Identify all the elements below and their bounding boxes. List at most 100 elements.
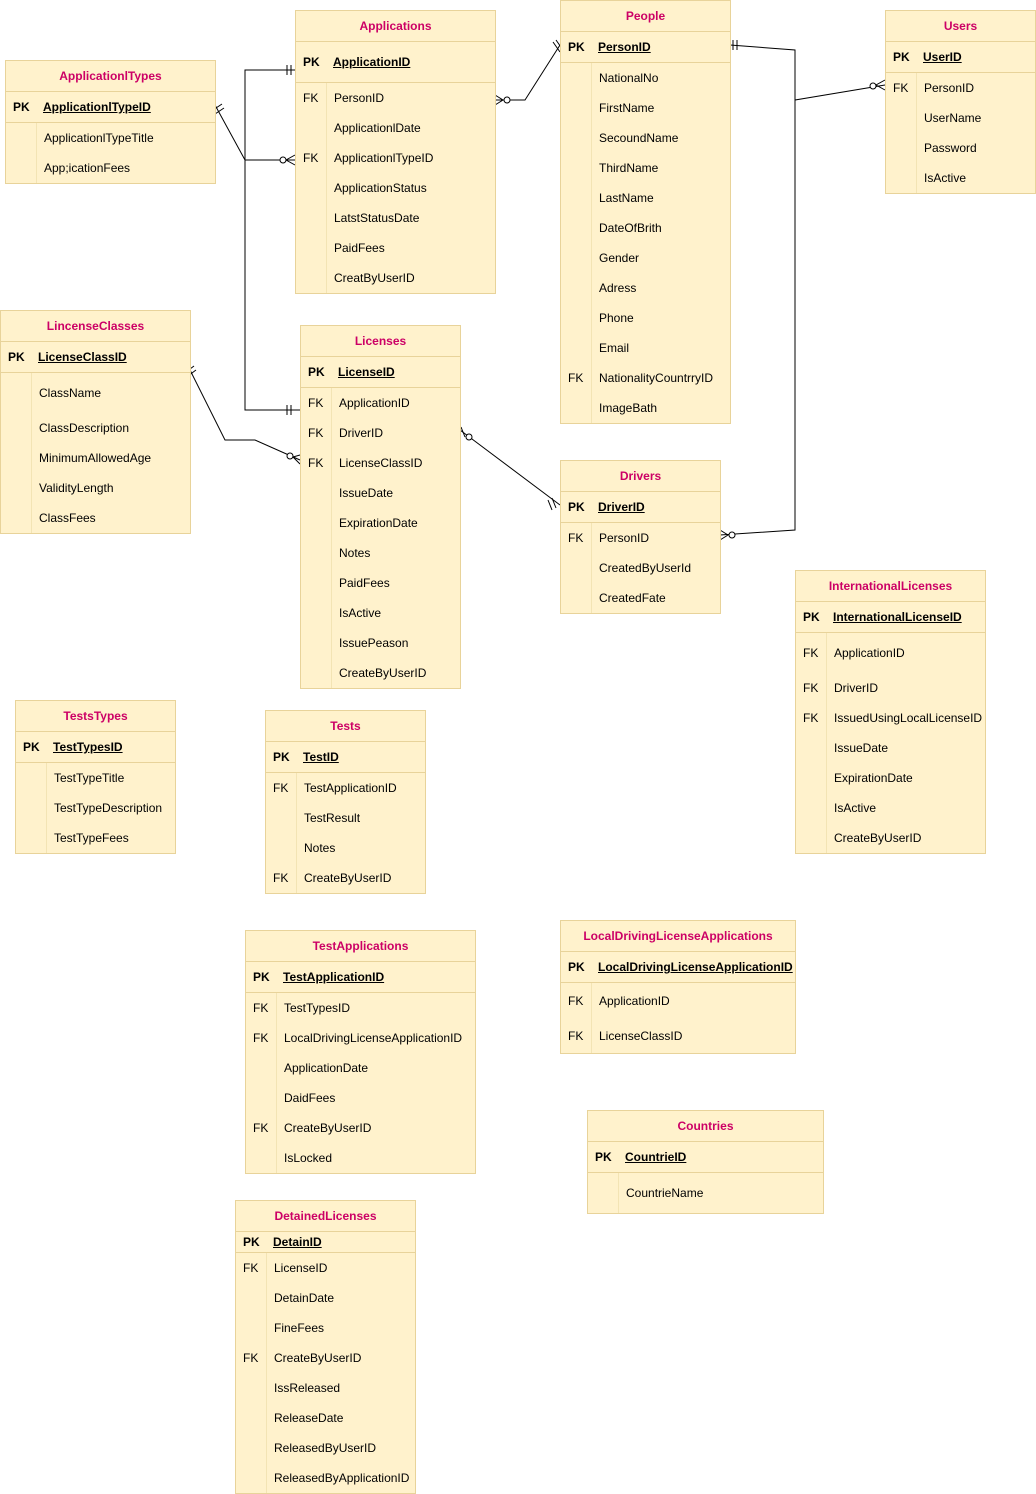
field-row[interactable]: FK ApplicationlTypeID (296, 143, 495, 173)
field-row[interactable]: FK ApplicationID (561, 983, 795, 1018)
field-row[interactable]: FineFees (236, 1313, 415, 1343)
table-applicationtypes[interactable]: ApplicationlTypes PK ApplicationlTypeID App… (5, 60, 216, 184)
field-row[interactable]: TestTypeDescription (16, 793, 175, 823)
field-row[interactable]: ApplicationlDate (296, 113, 495, 143)
field-row[interactable]: FK CreateByUserID (266, 863, 425, 893)
field-row[interactable]: Notes (266, 833, 425, 863)
field-row[interactable]: FirstName (561, 93, 730, 123)
field-row[interactable]: Phone (561, 303, 730, 333)
primary-key-row[interactable]: PK LicenseID (301, 357, 460, 388)
primary-key-row[interactable]: PK LocalDrivingLicenseApplicationID (561, 952, 795, 983)
primary-key-row[interactable]: PK DriverID (561, 492, 720, 523)
field-row[interactable]: UserName (886, 103, 1035, 133)
field-row[interactable]: Email (561, 333, 730, 363)
field-row[interactable]: DaidFees (246, 1083, 475, 1113)
field-row[interactable]: NationalNo (561, 63, 730, 93)
table-countries[interactable]: Countries PK CountrieID CountrieName (587, 1110, 824, 1214)
primary-key-row[interactable]: PK LicenseClassID (1, 342, 190, 373)
field-row[interactable]: IssReleased (236, 1373, 415, 1403)
field-row[interactable]: LatstStatusDate (296, 203, 495, 233)
table-testapplications[interactable]: TestApplications PK TestApplicationID FK Tes… (245, 930, 476, 1174)
table-tests[interactable]: Tests PK TestID FK TestApplicationID TestResu… (265, 710, 426, 894)
table-licenses[interactable]: Licenses PK LicenseID FK ApplicationID FK Driv… (300, 325, 461, 689)
field-row[interactable]: TestResult (266, 803, 425, 833)
field-row[interactable]: MinimumAllowedAge (1, 443, 190, 473)
field-row[interactable]: CreatedFate (561, 583, 720, 613)
field-row[interactable]: CreateByUserID (796, 823, 985, 853)
field-row[interactable]: DateOfBrith (561, 213, 730, 243)
field-row[interactable]: LastName (561, 183, 730, 213)
field-row[interactable]: App;icationFees (6, 153, 215, 183)
field-row[interactable]: ApplicationDate (246, 1053, 475, 1083)
field-row[interactable]: IssuePeason (301, 628, 460, 658)
field-row[interactable]: Notes (301, 538, 460, 568)
field-row[interactable]: TestTypeFees (16, 823, 175, 853)
field-row[interactable]: FK CreateByUserID (246, 1113, 475, 1143)
primary-key-row[interactable]: PK TestTypesID (16, 732, 175, 763)
field-row[interactable]: ClassName (1, 373, 190, 413)
field-row[interactable]: Adress (561, 273, 730, 303)
field-row[interactable]: FK NationalityCountrryID (561, 363, 730, 393)
field-row[interactable]: FK LocalDrivingLicenseApplicationID (246, 1023, 475, 1053)
field-row[interactable]: TestTypeTitle (16, 763, 175, 793)
field-row[interactable]: CountrieName (588, 1173, 823, 1213)
field-row[interactable]: FK LicenseClassID (301, 448, 460, 478)
field-row[interactable]: ClassFees (1, 503, 190, 533)
field-row[interactable]: DetainDate (236, 1283, 415, 1313)
field-row[interactable]: SecoundName (561, 123, 730, 153)
field-row[interactable]: ExpirationDate (796, 763, 985, 793)
field-row[interactable]: ReleasedByApplicationID (236, 1463, 415, 1493)
field-row[interactable]: PaidFees (301, 568, 460, 598)
field-row[interactable]: ThirdName (561, 153, 730, 183)
field-row[interactable]: IssueDate (301, 478, 460, 508)
field-row[interactable]: FK LicenseID (236, 1253, 415, 1283)
primary-key-row[interactable]: PK DetainID (236, 1232, 415, 1253)
field-row[interactable]: ReleaseDate (236, 1403, 415, 1433)
primary-key-row[interactable]: PK CountrieID (588, 1142, 823, 1173)
field-row[interactable]: FK TestApplicationID (266, 773, 425, 803)
field-row[interactable]: FK PersonID (296, 83, 495, 113)
primary-key-row[interactable]: PK InternationalLicenseID (796, 602, 985, 633)
field-row[interactable]: ReleasedByUserID (236, 1433, 415, 1463)
field-row[interactable]: CreatedByUserId (561, 553, 720, 583)
field-row[interactable]: FK IssuedUsingLocalLicenseID (796, 703, 985, 733)
primary-key-row[interactable]: PK TestApplicationID (246, 962, 475, 993)
field-row[interactable]: FK DriverID (301, 418, 460, 448)
field-row[interactable]: FK PersonID (886, 73, 1035, 103)
table-teststypes[interactable]: TestsTypes PK TestTypesID TestTypeTitle Test… (15, 700, 176, 854)
table-people[interactable]: People PK PersonID NationalNo FirstName Secou… (560, 0, 731, 424)
field-row[interactable]: FK PersonID (561, 523, 720, 553)
field-row[interactable]: IssueDate (796, 733, 985, 763)
table-users[interactable]: Users PK UserID FK PersonID UserName Password I… (885, 10, 1036, 194)
field-row[interactable]: CreatByUserID (296, 263, 495, 293)
table-international[interactable]: InternationalLicenses PK InternationalLice… (795, 570, 986, 854)
primary-key-row[interactable]: PK TestID (266, 742, 425, 773)
field-row[interactable]: ImageBath (561, 393, 730, 423)
primary-key-row[interactable]: PK ApplicationlTypeID (6, 92, 215, 123)
field-row[interactable]: FK ApplicationID (301, 388, 460, 418)
field-row[interactable]: CreateByUserID (301, 658, 460, 688)
field-row[interactable]: IsLocked (246, 1143, 475, 1173)
primary-key-row[interactable]: PK PersonID (561, 32, 730, 63)
field-row[interactable]: FK CreateByUserID (236, 1343, 415, 1373)
table-licenseclasses[interactable]: LincenseClasses PK LicenseClassID ClassName… (0, 310, 191, 534)
field-row[interactable]: FK LicenseClassID (561, 1018, 795, 1053)
field-row[interactable]: ClassDescription (1, 413, 190, 443)
field-row[interactable]: Password (886, 133, 1035, 163)
table-applications[interactable]: Applications PK ApplicationID FK PersonID App… (295, 10, 496, 294)
table-detained[interactable]: DetainedLicenses PK DetainID FK LicenseID Det… (235, 1200, 416, 1494)
field-row[interactable]: FK ApplicationID (796, 633, 985, 673)
field-row[interactable]: Gender (561, 243, 730, 273)
field-row[interactable]: PaidFees (296, 233, 495, 263)
field-row[interactable]: FK TestTypesID (246, 993, 475, 1023)
primary-key-row[interactable]: PK ApplicationID (296, 42, 495, 83)
field-row[interactable]: IsActive (301, 598, 460, 628)
field-row[interactable]: ValidityLength (1, 473, 190, 503)
field-row[interactable]: IsActive (886, 163, 1035, 193)
field-row[interactable]: IsActive (796, 793, 985, 823)
field-row[interactable]: ApplicationlTypeTitle (6, 123, 215, 153)
field-row[interactable]: ApplicationStatus (296, 173, 495, 203)
table-drivers[interactable]: Drivers PK DriverID FK PersonID CreatedByUser… (560, 460, 721, 614)
field-row[interactable]: ExpirationDate (301, 508, 460, 538)
primary-key-row[interactable]: PK UserID (886, 42, 1035, 73)
